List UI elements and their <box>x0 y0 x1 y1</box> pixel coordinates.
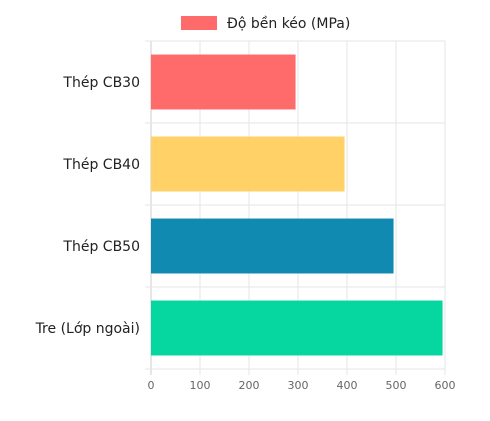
x-tick-label: 600 <box>435 379 456 392</box>
category-label: Thép CB50 <box>62 239 140 255</box>
bar[interactable] <box>151 54 296 110</box>
category-label: Tre (Lớp ngoài) <box>35 321 140 337</box>
x-tick-label: 200 <box>239 379 260 392</box>
category-labels: Thép CB30 Thép CB40 Thép CB50 Tre (Lớp ngoà… <box>35 75 140 337</box>
legend-label: Độ bền kéo (MPa) <box>227 15 350 32</box>
legend-swatch <box>181 16 217 30</box>
x-tick-label: 100 <box>190 379 211 392</box>
bar[interactable] <box>151 218 394 274</box>
bar[interactable] <box>151 136 345 192</box>
x-tick-label: 400 <box>337 379 358 392</box>
category-label: Thép CB30 <box>62 75 140 91</box>
x-tick-label: 300 <box>288 379 309 392</box>
bars <box>151 54 443 356</box>
x-tick-label: 500 <box>386 379 407 392</box>
x-axis-ticks: 0 100 200 300 400 500 600 <box>148 379 456 392</box>
bar[interactable] <box>151 300 443 356</box>
x-tick-label: 0 <box>148 379 155 392</box>
category-label: Thép CB40 <box>62 157 140 173</box>
legend[interactable]: Độ bền kéo (MPa) <box>181 15 350 32</box>
